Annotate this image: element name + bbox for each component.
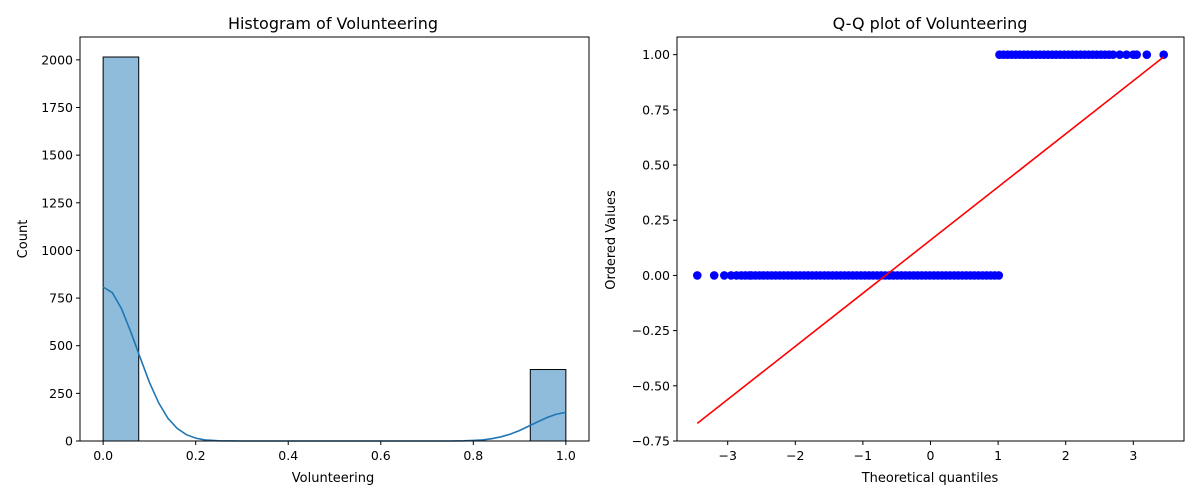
qq-point [1143,50,1152,59]
histogram-x-tick-label: 0.0 [93,448,113,463]
histogram-y-tick-label: 2000 [41,52,73,67]
histogram-kde-line [103,287,566,441]
histogram-y-tick-label: 500 [49,338,73,353]
histogram-chart: Histogram of Volunteering 0 250 500 750 1000… [16,14,589,486]
qq-reference-line [697,57,1163,423]
qq-x-tick-label: 2 [1062,448,1070,463]
qq-x-tick-label: 3 [1129,448,1137,463]
histogram-title: Histogram of Volunteering [228,14,438,33]
qq-x-tick-label: −3 [718,448,736,463]
histogram-y-tick-label: 1000 [41,243,73,258]
qq-x-label: Theoretical quantiles [861,471,999,486]
histogram-x-tick-label: 0.2 [186,448,206,463]
histogram-y-tick-label: 0 [65,434,73,449]
histogram-x-label: Volunteering [292,471,374,486]
histogram-y-tick-label: 250 [49,386,73,401]
histogram-x-tick-label: 1.0 [556,448,576,463]
qq-point [693,271,702,280]
histogram-axes-frame [80,37,589,441]
histogram-y-tick-label: 1750 [41,100,73,115]
histogram-bars [103,57,566,441]
histogram-x-tick-label: 0.4 [278,448,298,463]
histogram-x-tick-label: 0.6 [371,448,391,463]
qq-y-label: Ordered Values [604,190,619,290]
qq-x-tick-label: −1 [854,448,872,463]
histogram-x-ticks: 0.0 0.2 0.4 0.6 0.8 1.0 [93,441,576,463]
qq-x-tick-label: 0 [927,448,935,463]
qq-y-ticks: −0.75 −0.50 −0.25 0.00 0.25 0.50 0.75 1.00 [632,47,677,448]
qq-points [693,50,1168,279]
qq-x-tick-label: 1 [994,448,1002,463]
histogram-x-tick-label: 0.8 [463,448,483,463]
qq-plot-chart: Q-Q plot of Volunteering −0.75 −0.50 −0.25… [604,14,1184,486]
histogram-y-ticks: 0 250 500 750 1000 1250 1500 1750 2000 [41,52,80,448]
qq-point [1132,50,1141,59]
qq-y-tick-label: −0.75 [632,434,670,449]
qq-fit-line [697,57,1163,423]
qq-y-tick-label: 0.00 [642,268,670,283]
qq-y-tick-label: 0.25 [642,213,670,228]
qq-point [995,271,1004,280]
histogram-y-tick-label: 1250 [41,195,73,210]
histogram-y-tick-label: 1500 [41,148,73,163]
histogram-y-tick-label: 750 [49,291,73,306]
qq-point [1105,50,1114,59]
histogram-y-label: Count [16,220,31,259]
histogram-kde [103,287,566,441]
qq-x-ticks: −3 −2 −1 0 1 2 3 [718,441,1137,463]
qq-y-tick-label: −0.50 [632,378,670,393]
qq-y-tick-label: 0.50 [642,158,670,173]
histogram-bar [530,370,566,441]
qq-title: Q-Q plot of Volunteering [833,14,1028,33]
qq-x-tick-label: −2 [786,448,804,463]
histogram-bar [103,57,139,441]
qq-y-tick-label: −0.25 [632,323,670,338]
qq-y-tick-label: 0.75 [642,102,670,117]
qq-point [710,271,719,280]
qq-y-tick-label: 1.00 [642,47,670,62]
